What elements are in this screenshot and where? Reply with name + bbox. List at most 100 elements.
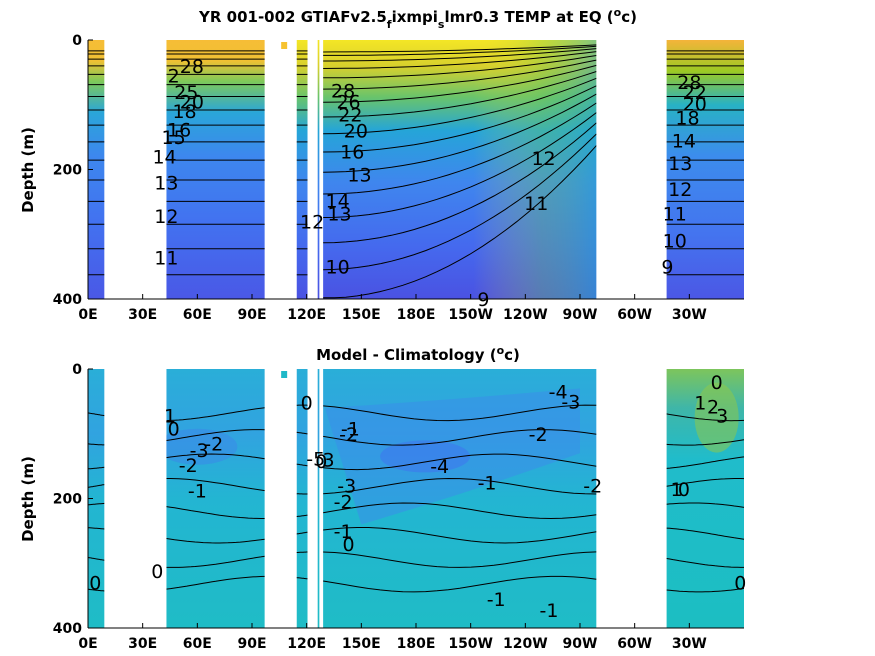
anomaly-contour-line	[323, 404, 597, 422]
temperature-contour-label: 12	[300, 211, 324, 233]
temperature-land-mask	[596, 40, 667, 299]
anomaly-contour-line	[296, 551, 308, 553]
temperature-contour-label: 25	[174, 82, 198, 104]
anomaly-contour-label: -5	[306, 448, 325, 470]
temperature-contour-line	[323, 59, 597, 90]
anomaly-x-tick-label: 120E	[287, 636, 326, 652]
anomaly-contour-label: -1	[540, 600, 559, 622]
temperature-contour-label: 28	[180, 56, 204, 78]
temperature-contour-line	[323, 112, 597, 218]
temperature-contour-line	[323, 85, 597, 153]
temperature-x-tick-label: 120W	[503, 307, 548, 323]
temperature-ocean-field	[666, 40, 744, 299]
anomaly-y-tick-label: 0	[72, 362, 82, 378]
temperature-island-patch	[281, 42, 288, 49]
anomaly-contour-line	[87, 484, 105, 488]
temperature-x-tick-label: 180E	[397, 307, 436, 323]
temperature-contour-line	[323, 93, 597, 173]
anomaly-contour-line	[166, 506, 265, 519]
temperature-contour-line	[323, 44, 597, 53]
temperature-contour-line	[323, 48, 597, 62]
anomaly-y-tick-label: 200	[53, 492, 82, 508]
temperature-contour-line	[323, 51, 597, 69]
temperature-contour-label: 10	[663, 231, 687, 253]
temperature-contour-label: 28	[677, 72, 701, 94]
anomaly-x-tick-label: 90W	[563, 636, 598, 652]
temperature-contour-label: 16	[340, 141, 364, 163]
temperature-y-axis-label: Depth (m)	[19, 127, 37, 213]
temperature-contour-line	[323, 122, 597, 244]
anomaly-contour-label: -3	[190, 440, 209, 462]
anomaly-contour-label: -2	[583, 476, 602, 498]
anomaly-contour-line	[166, 407, 265, 422]
anomaly-contour-line	[166, 429, 265, 441]
anomaly-x-tick-label: 150E	[342, 636, 381, 652]
temperature-y-tick-label: 400	[53, 292, 82, 308]
temperature-contour-label: 15	[162, 127, 186, 149]
temperature-contour-line	[323, 71, 597, 118]
anomaly-contour-label: -4	[430, 456, 449, 478]
anomaly-contour-label: 3	[322, 450, 334, 472]
anomaly-x-tick-label: 30E	[128, 636, 157, 652]
anomaly-x-tick-label: 60E	[183, 636, 212, 652]
anomaly-ocean-field	[88, 369, 105, 628]
temperature-contour-line	[323, 55, 597, 79]
temperature-land-mask	[319, 40, 324, 299]
temperature-x-tick-label: 150W	[448, 307, 493, 323]
temperature-contour-line	[323, 77, 597, 135]
temperature-contour-line	[323, 102, 597, 195]
anomaly-atlantic-positive	[694, 382, 739, 453]
anomaly-x-tick-label: 30W	[672, 636, 707, 652]
temperature-contour-label: 11	[154, 248, 178, 270]
anomaly-x-tick-label: 180E	[397, 636, 436, 652]
anomaly-contour-line	[166, 538, 265, 544]
anomaly-panel-title: Model - Climatology (oc)	[316, 344, 520, 364]
temperature-contour-label: 20	[180, 92, 204, 114]
anomaly-contour-label: 0	[151, 561, 163, 583]
temperature-panel: YR 001-002 GTIAFv2.5fixmpislmr0.3 TEMP a…	[19, 6, 744, 323]
anomaly-contour-line	[166, 555, 265, 568]
anomaly-contour-line	[87, 412, 105, 417]
anomaly-contour-line	[87, 527, 105, 530]
anomaly-contour-line	[323, 477, 597, 495]
anomaly-contour-label: 0	[301, 393, 313, 415]
temperature-contour-label: 20	[683, 93, 707, 115]
anomaly-contour-line	[666, 587, 745, 593]
anomaly-contour-label: -2	[179, 455, 198, 477]
anomaly-x-tick-label: 0E	[78, 636, 97, 652]
anomaly-contour-line	[666, 413, 745, 422]
temperature-contour-label: 2	[168, 66, 180, 88]
temperature-contour-label: 12	[531, 148, 555, 170]
temperature-contour-line	[323, 45, 597, 56]
temperature-x-tick-label: 90E	[237, 307, 266, 323]
anomaly-contour-line	[87, 502, 105, 506]
anomaly-contour-label: 1	[671, 479, 683, 501]
temperature-x-tick-label: 30W	[672, 307, 707, 323]
temperature-contour-label: 22	[683, 82, 707, 104]
anomaly-x-tick-label: 120W	[503, 636, 548, 652]
temperature-x-tick-label: 30E	[128, 307, 157, 323]
anomaly-contour-line	[666, 456, 745, 469]
anomaly-contour-line	[666, 558, 744, 568]
anomaly-contour-line	[87, 466, 105, 470]
anomaly-contour-label: 0	[343, 534, 355, 556]
temperature-y-tick-label: 200	[53, 163, 82, 179]
anomaly-ocean-field	[317, 369, 320, 628]
temperature-ocean-field	[296, 40, 308, 299]
anomaly-contour-line	[323, 502, 597, 520]
anomaly-contour-label: -1	[188, 481, 207, 503]
temperature-contour-label: 28	[331, 81, 355, 103]
temperature-contour-label: 22	[338, 104, 362, 126]
anomaly-contour-label: 3	[716, 406, 728, 428]
anomaly-contour-line	[87, 588, 105, 592]
anomaly-contour-line	[296, 463, 308, 467]
temperature-contour-label: 26	[336, 92, 360, 114]
anomaly-land-mask	[307, 369, 318, 628]
anomaly-contour-line	[666, 478, 745, 487]
temperature-contour-label: 10	[326, 257, 350, 279]
anomaly-contour-label: -2	[529, 424, 548, 446]
anomaly-ocean-field	[166, 369, 265, 628]
anomaly-land-mask	[104, 369, 167, 628]
anomaly-contour-label: 1	[164, 406, 176, 428]
temperature-x-tick-label: 60E	[183, 307, 212, 323]
